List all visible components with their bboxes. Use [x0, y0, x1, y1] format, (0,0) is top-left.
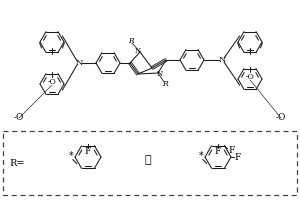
Text: *: * — [198, 152, 203, 162]
Text: -O: -O — [246, 73, 254, 81]
Text: R: R — [162, 80, 168, 88]
Text: F: F — [235, 152, 241, 162]
Text: N: N — [75, 59, 83, 67]
Text: *: * — [68, 152, 73, 162]
Text: 或: 或 — [145, 155, 151, 165]
Text: F: F — [85, 148, 91, 156]
Text: N: N — [135, 47, 141, 55]
Text: N: N — [218, 56, 226, 64]
Text: F: F — [228, 146, 235, 155]
Text: -O: -O — [14, 114, 24, 122]
Text: -O: -O — [48, 78, 56, 86]
Text: N: N — [157, 70, 163, 78]
Text: -O: -O — [276, 114, 286, 122]
Text: R=: R= — [9, 158, 25, 168]
Text: R: R — [128, 37, 134, 45]
Text: F: F — [215, 148, 221, 156]
